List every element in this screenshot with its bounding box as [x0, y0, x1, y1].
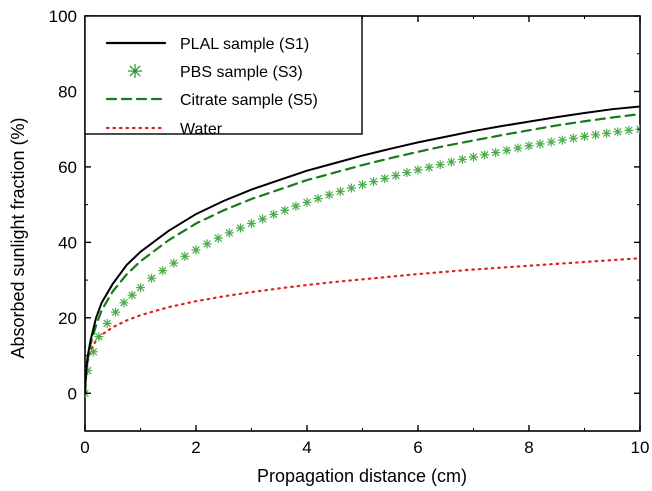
data-point [457, 154, 467, 164]
data-point [446, 157, 456, 167]
data-point [191, 245, 201, 255]
legend-marker-pbs-sample-s3 [128, 64, 142, 78]
data-point [380, 174, 390, 184]
data-point [602, 128, 612, 138]
data-point [94, 332, 104, 342]
legend-label-citrate-sample-s5: Citrate sample (S5) [180, 92, 318, 109]
series-line-citrate-sample-s5 [85, 112, 640, 395]
data-point [402, 168, 412, 178]
data-point [335, 186, 345, 196]
x-axis-title: Propagation distance (cm) [257, 466, 467, 486]
data-point [480, 150, 490, 160]
data-point [127, 290, 137, 300]
data-point [158, 266, 168, 276]
x-tick-label: 0 [80, 438, 89, 457]
data-point [469, 152, 478, 162]
data-point [147, 273, 157, 283]
data-point [280, 205, 290, 215]
data-point [568, 133, 578, 143]
data-point [258, 214, 268, 224]
data-point [435, 160, 445, 170]
data-point [269, 209, 279, 219]
data-point [524, 141, 534, 151]
y-tick-label: 60 [58, 158, 77, 177]
data-point [224, 228, 234, 238]
y-tick-label: 0 [68, 384, 77, 403]
x-tick-label: 6 [413, 438, 422, 457]
data-point [613, 127, 623, 137]
y-tick-label: 20 [58, 309, 77, 328]
y-tick-label: 100 [49, 7, 77, 26]
legend-label-plal-sample-s1: PLAL sample (S1) [180, 36, 309, 53]
data-point [513, 143, 523, 153]
data-point [136, 283, 145, 293]
data-point [535, 139, 545, 149]
data-point [302, 197, 312, 207]
x-tick-label: 2 [191, 438, 200, 457]
y-axis-title: Absorbed sunlight fraction (%) [8, 117, 28, 358]
data-point [591, 130, 601, 140]
series-line-plal-sample-s1 [85, 105, 640, 395]
series-markers-pbs-sample-s3 [85, 124, 640, 398]
data-point [546, 137, 556, 147]
data-point [169, 258, 179, 268]
data-point [235, 223, 245, 233]
legend-label-pbs-sample-s3: PBS sample (S3) [180, 64, 303, 81]
data-point [111, 307, 121, 317]
data-point [369, 177, 379, 187]
data-point [102, 318, 112, 328]
data-point [180, 251, 190, 261]
data-point [557, 135, 567, 145]
data-point [346, 183, 356, 193]
data-point [624, 125, 634, 135]
series-line-water [85, 257, 640, 395]
data-point [119, 298, 129, 308]
data-point [213, 233, 223, 243]
data-point [502, 145, 512, 155]
data-point [247, 219, 256, 228]
y-tick-label: 80 [58, 82, 77, 101]
data-point [88, 347, 98, 357]
data-point [491, 148, 501, 158]
data-point [358, 180, 367, 190]
data-point [391, 171, 401, 181]
x-tick-label: 4 [302, 438, 311, 457]
data-point [580, 131, 589, 141]
data-point [202, 239, 212, 249]
y-tick-label: 40 [58, 233, 77, 252]
series-layer [85, 105, 640, 398]
data-point [324, 190, 334, 200]
data-point [424, 162, 434, 172]
x-tick-label: 10 [631, 438, 650, 457]
legend: PLAL sample (S1) PBS sample (S3) Citrate s… [84, 15, 363, 138]
x-tick-label: 8 [524, 438, 533, 457]
data-point [313, 194, 323, 204]
legend-label-water: Water [180, 121, 223, 138]
data-point [413, 165, 423, 175]
data-point [291, 201, 301, 211]
